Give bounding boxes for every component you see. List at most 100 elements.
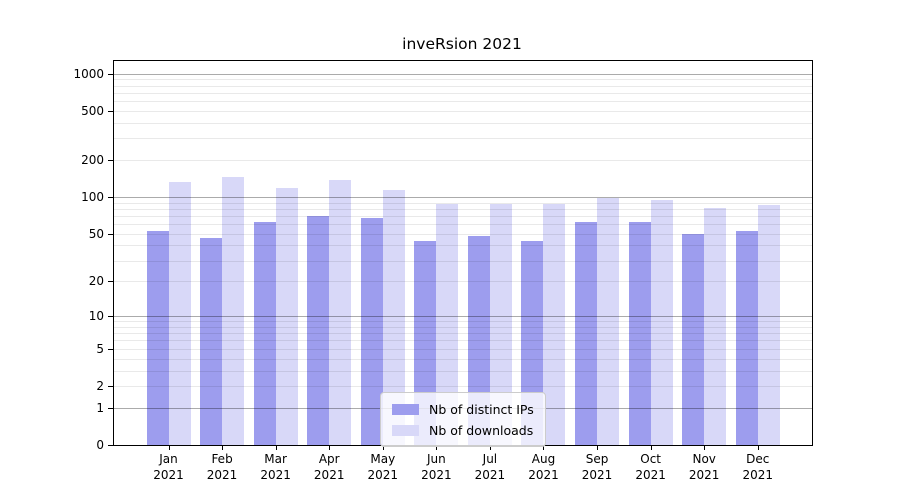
bar-downloads — [222, 176, 245, 445]
x-tick — [222, 445, 224, 450]
x-tick — [704, 445, 706, 450]
chart-title: inveRsion 2021 — [402, 35, 522, 53]
y-tick — [108, 445, 113, 446]
x-tick — [650, 445, 652, 450]
gridline-minor — [114, 111, 812, 112]
x-tick-label: Mar 2021 — [260, 452, 291, 482]
bar-downloads — [382, 190, 405, 445]
x-tick — [757, 445, 759, 450]
x-tick — [275, 445, 277, 450]
downloads-swatch-icon — [392, 424, 419, 436]
y-tick-label: 1000 — [73, 66, 104, 81]
y-tick — [108, 316, 113, 318]
y-tick-label: 10 — [88, 309, 104, 324]
bar-downloads — [329, 180, 352, 445]
x-tick-label: Aug 2021 — [528, 452, 559, 482]
x-tick-label: Feb 2021 — [206, 452, 238, 482]
legend-label: Nb of distinct IPs — [429, 401, 534, 417]
gridline-minor — [114, 370, 812, 372]
legend: Nb of distinct IPs Nb of downloads — [380, 392, 546, 447]
y-tick — [108, 281, 113, 283]
gridline-minor — [114, 385, 812, 387]
gridline-minor — [114, 79, 812, 81]
gridline-minor — [114, 160, 812, 162]
gridline-minor — [114, 348, 812, 350]
x-tick-label: Apr 2021 — [313, 452, 345, 482]
x-tick — [382, 445, 384, 450]
x-tick — [168, 445, 170, 450]
bar-distinct-ips — [682, 233, 705, 445]
gridline-minor — [114, 138, 812, 140]
y-tick-label: 50 — [88, 226, 104, 241]
y-tick-label: 100 — [81, 190, 104, 205]
y-tick-label: 1 — [96, 400, 104, 415]
gridline-minor — [114, 101, 812, 103]
y-tick-label: 500 — [81, 104, 104, 118]
gridline-minor — [114, 333, 812, 335]
x-tick — [436, 445, 438, 450]
y-tick — [108, 160, 113, 162]
x-tick-label: Nov 2021 — [688, 452, 720, 482]
gridline-major — [114, 197, 812, 199]
y-tick-label: 2 — [96, 378, 104, 393]
x-tick — [543, 445, 545, 450]
y-tick-label: 5 — [96, 341, 104, 356]
x-tick-label: Jul 2021 — [474, 452, 506, 482]
x-tick-label: Dec 2021 — [742, 452, 774, 482]
gridline-minor — [114, 245, 812, 247]
bar-distinct-ips — [360, 217, 383, 445]
bar-distinct-ips — [735, 230, 758, 445]
bar-downloads — [704, 208, 727, 445]
bar-downloads — [597, 197, 620, 445]
bar-downloads — [650, 199, 673, 445]
y-tick — [108, 385, 113, 387]
bar-downloads — [275, 188, 298, 445]
legend-item-downloads: Nb of downloads — [392, 421, 534, 439]
y-tick — [108, 348, 113, 350]
y-tick-label: 20 — [88, 274, 104, 289]
gridline-major — [114, 73, 812, 75]
x-tick-label: Oct 2021 — [635, 452, 666, 482]
y-tick — [108, 111, 113, 112]
y-tick — [108, 73, 113, 75]
gridline-minor — [114, 233, 812, 235]
y-tick — [108, 197, 113, 199]
bar-downloads — [757, 205, 780, 445]
x-tick — [489, 445, 491, 450]
gridline-minor — [114, 260, 812, 262]
legend-label: Nb of downloads — [429, 422, 534, 438]
bar-downloads — [543, 204, 566, 445]
x-tick-label: Jan 2021 — [153, 452, 184, 482]
gridline-minor — [114, 208, 812, 210]
gridline-minor — [114, 215, 812, 217]
gridline-minor — [114, 358, 812, 360]
bar-distinct-ips — [200, 238, 223, 445]
bar-distinct-ips — [575, 222, 598, 445]
bar-distinct-ips — [253, 222, 276, 445]
distinct-ips-swatch-icon — [392, 403, 419, 415]
gridline-minor — [114, 92, 812, 94]
x-tick — [597, 445, 599, 450]
gridline-minor — [114, 202, 812, 204]
x-tick-label: Sep 2021 — [581, 452, 613, 482]
y-tick-label: 0 — [96, 438, 104, 452]
y-tick-label: 200 — [81, 153, 104, 168]
x-tick — [329, 445, 331, 450]
gridline-minor — [114, 85, 812, 87]
bar-downloads — [168, 181, 191, 445]
gridline-minor — [114, 321, 812, 323]
bar-downloads — [489, 204, 512, 445]
gridline-minor — [114, 326, 812, 328]
bar-distinct-ips — [146, 230, 169, 445]
gridline-minor — [114, 224, 812, 226]
gridline-minor — [114, 281, 812, 283]
y-tick — [108, 407, 113, 409]
y-tick — [108, 233, 113, 235]
gridline-major — [114, 316, 812, 318]
gridline-minor — [114, 122, 812, 124]
gridline-minor — [114, 340, 812, 342]
bar-distinct-ips — [307, 216, 330, 445]
bar-distinct-ips — [628, 222, 651, 445]
x-tick-label: May 2021 — [367, 452, 399, 482]
